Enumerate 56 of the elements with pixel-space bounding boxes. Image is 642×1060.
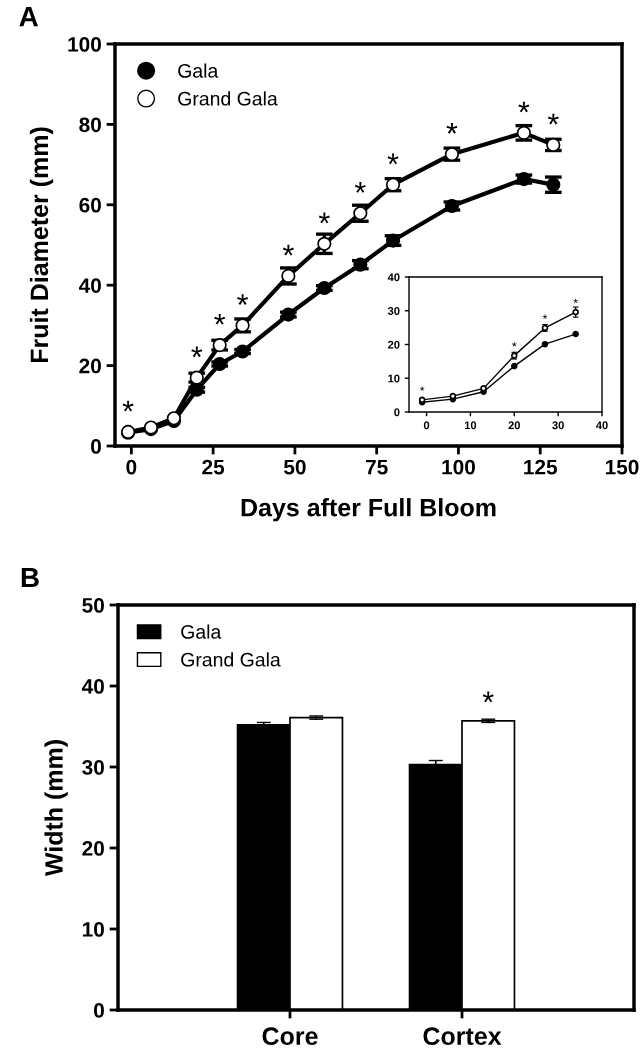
x-tick-label: 30 [552,421,564,430]
annotation: * [547,113,559,125]
y-tick-label: 20 [388,340,400,349]
y-tick-label: 0 [94,1003,104,1018]
y-tick-label: 60 [79,197,101,213]
x-tick-label: Core [262,1027,318,1046]
y-tick-label: 20 [79,358,101,374]
annotation: * [518,101,530,113]
x-tick-label: 75 [365,459,388,475]
x-tick-label: 150 [605,459,639,475]
x-tick-label: 0 [126,459,137,475]
x-tick-label: 25 [202,459,225,475]
legend-label: Grand Gala [181,652,281,667]
x-tick-label: 0 [423,421,430,430]
annotation: * [573,298,578,304]
text: B [21,567,39,588]
y-tick-label: 40 [387,273,400,282]
y-axis-title: Fruit Diameter (mm) [29,127,54,363]
legend-label: Grand Gala [178,91,278,106]
y-tick-label: 80 [79,117,101,133]
x-tick-label: 50 [283,459,306,475]
y-tick-label: 40 [81,679,104,694]
y-tick-label: 100 [68,37,101,52]
text: A [19,7,38,27]
x-tick-label: 10 [464,421,477,430]
y-tick-label: 50 [82,598,104,613]
y-tick-label: 10 [82,922,104,937]
annotation: * [512,342,517,347]
y-tick-label: 10 [388,374,400,383]
annotation: * [214,313,226,325]
annotation: * [542,314,548,319]
annotation: * [482,691,494,703]
annotation: * [419,386,425,391]
x-tick-label: Cortex [423,1027,502,1046]
annotation: * [122,400,134,412]
y-tick-label: 20 [82,841,104,856]
x-tick-label: 40 [595,421,608,430]
annotation: * [318,212,330,224]
annotation: * [191,346,203,358]
x-tick-label: 20 [508,421,520,430]
x-axis-title: Days after Full Bloom [241,498,496,522]
annotation: * [446,122,458,134]
y-tick-label: 0 [91,439,101,454]
y-tick-label: 30 [387,307,400,315]
legend-label: Gala [181,624,222,639]
y-tick-label: 40 [78,278,101,293]
annotation: * [354,182,366,193]
x-tick-label: 100 [442,459,475,475]
annotation: * [237,294,249,305]
y-axis-title: Width (mm) [44,740,68,877]
annotation: * [387,153,399,165]
x-tick-label: 125 [524,459,558,475]
legend-label: Gala [178,63,219,78]
annotation: * [282,244,294,256]
y-tick-label: 0 [394,408,400,417]
y-tick-label: 30 [82,760,104,775]
